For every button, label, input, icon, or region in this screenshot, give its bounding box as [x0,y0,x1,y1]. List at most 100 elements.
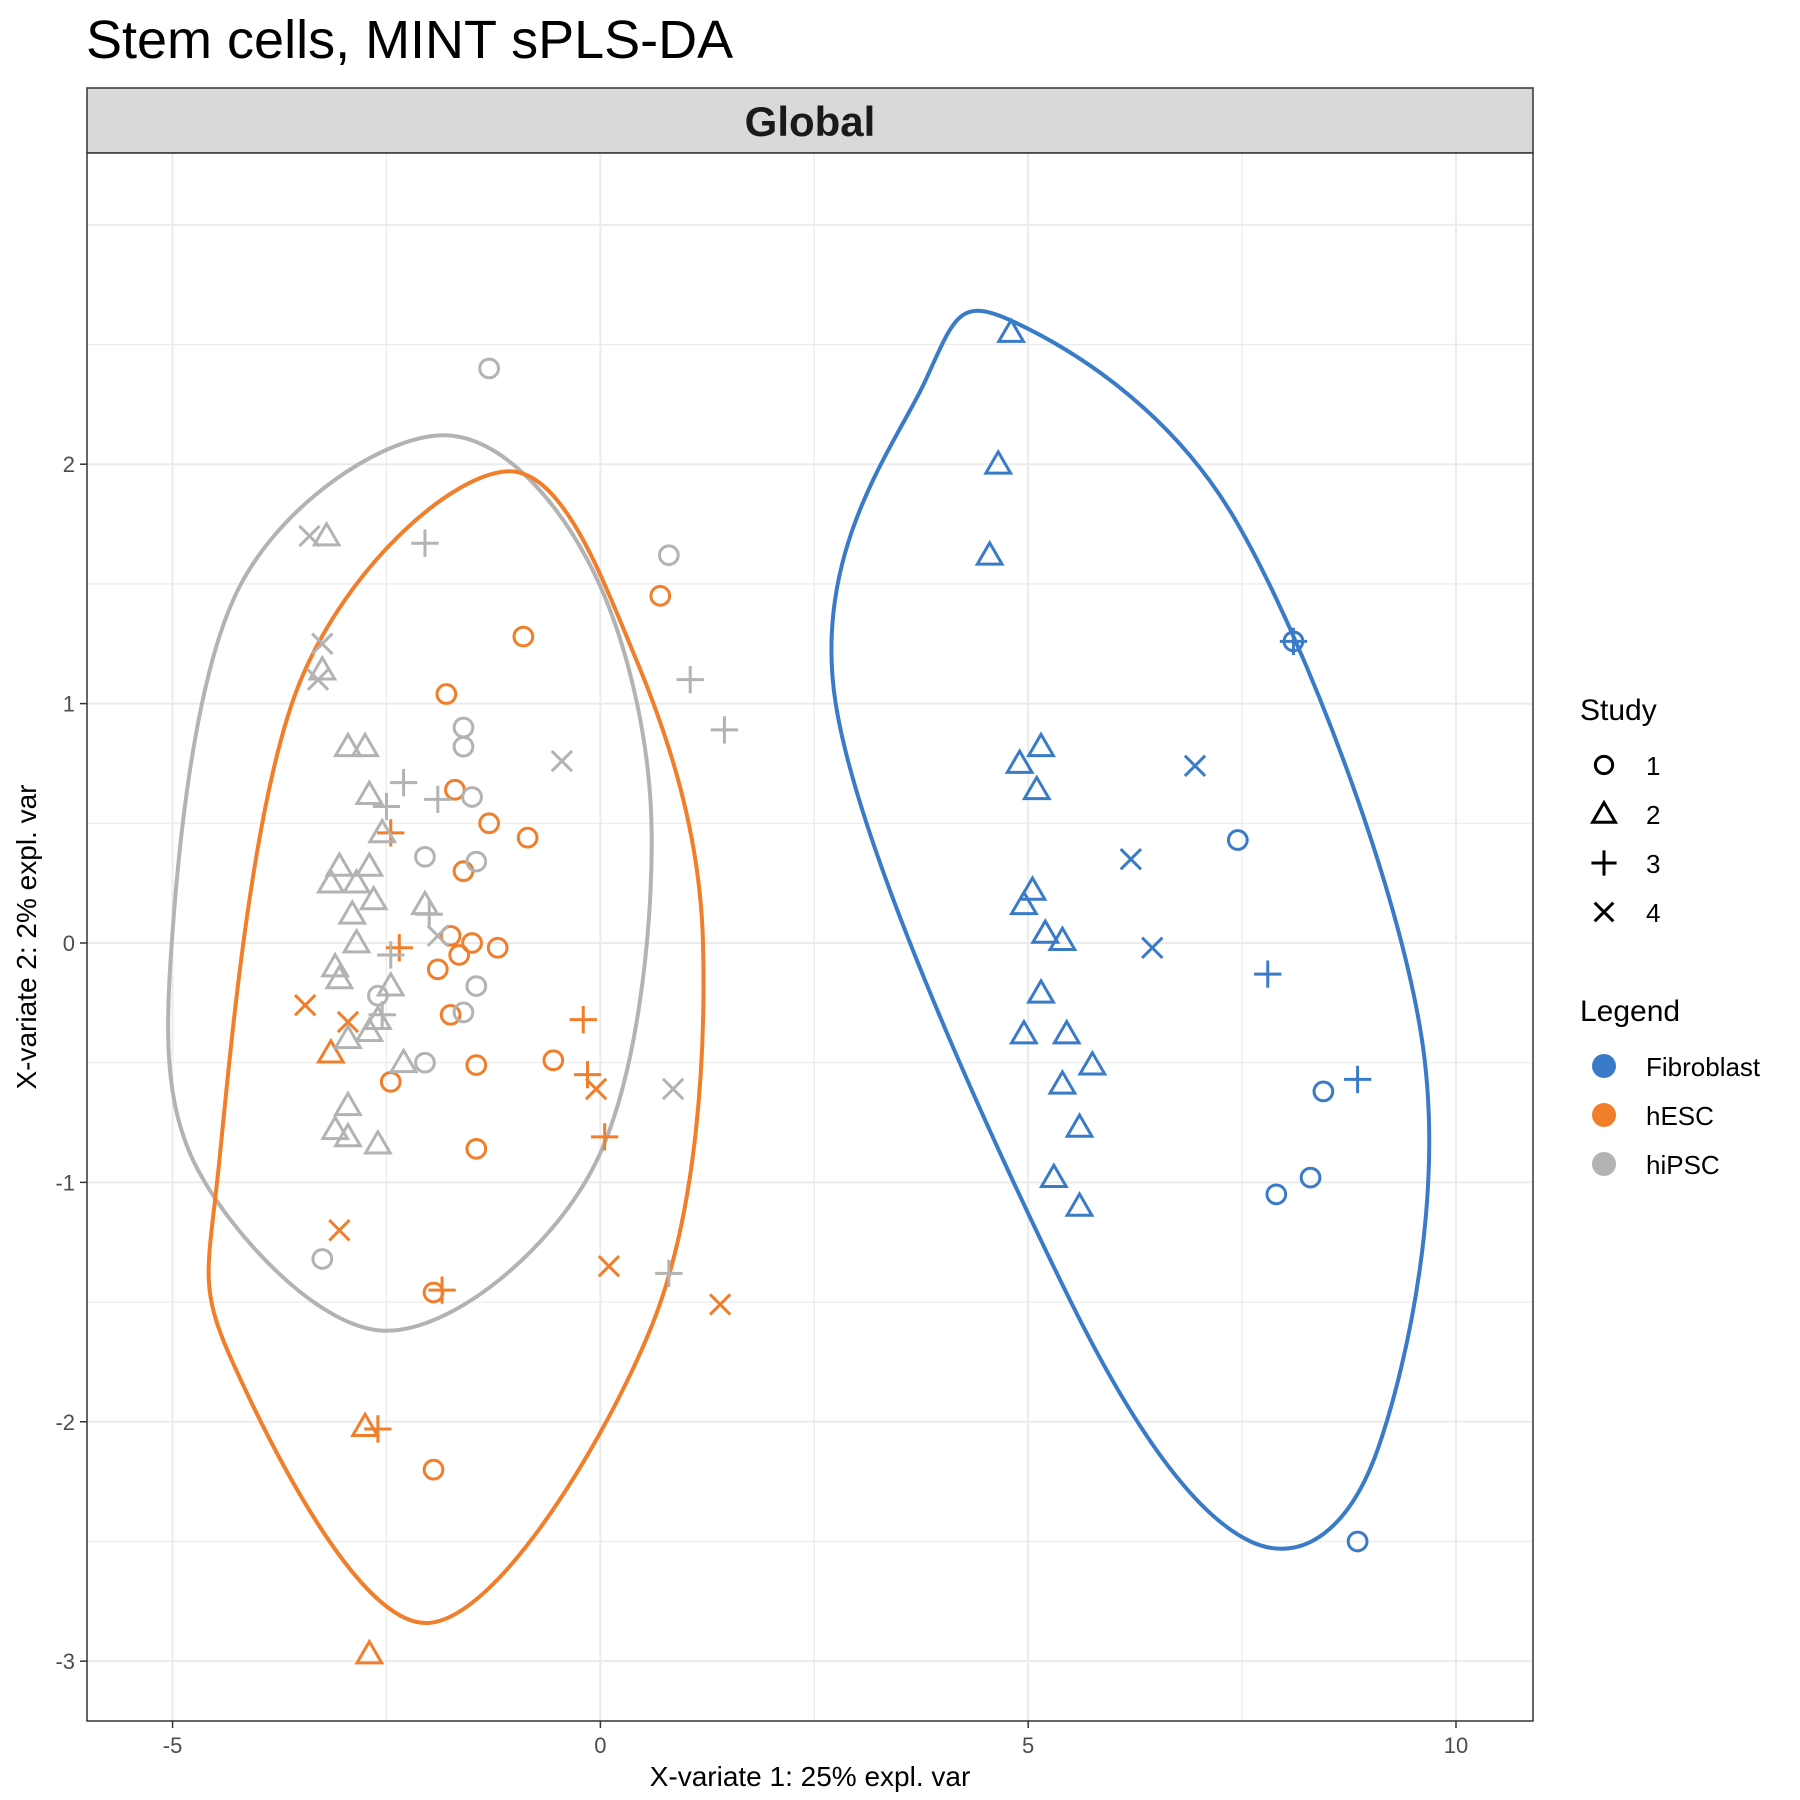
y-tick-label: -3 [55,1649,75,1674]
point-hipsc-study-2 [350,731,381,758]
y-axis-title: X-variate 2: 2% expl. var [11,784,42,1089]
point-hipsc-study-3 [710,716,739,744]
point-hesc-study-3 [428,1276,456,1304]
x-tick-label: 0 [594,1733,606,1758]
point-hipsc-study-1 [452,1001,475,1024]
y-tick-label: 1 [63,692,75,717]
group-legend-label: Fibroblast [1646,1052,1761,1082]
point-fibroblast-study-2 [1030,918,1061,944]
point-hesc-study-1 [512,625,535,648]
point-hipsc-study-2 [333,1121,363,1148]
point-hipsc-study-4 [311,632,334,655]
legend-shape-cross [1593,901,1615,923]
group-legend-label: hiPSC [1646,1150,1720,1180]
legend-swatch-fibroblast [1592,1054,1616,1078]
point-hesc-study-4 [293,994,317,1017]
point-fibroblast-study-1 [1226,829,1249,851]
point-hipsc-study-2 [324,963,355,990]
point-fibroblast-study-2 [1064,1111,1095,1138]
point-hipsc-study-2 [375,970,406,997]
point-hipsc-study-2 [358,884,389,911]
legend-shape-circle [1593,754,1615,776]
facet-label: Global [745,98,876,145]
point-hesc-study-4 [328,1219,351,1242]
point-fibroblast-study-2 [983,448,1014,475]
confidence-ellipses [166,308,1432,1625]
point-hipsc-study-3 [368,1001,396,1029]
point-hesc-study-4 [584,1077,608,1101]
point-hipsc-study-2 [311,520,342,547]
point-hipsc-study-4 [426,924,450,948]
point-hipsc-study-2 [354,1016,385,1042]
point-hipsc-study-2 [367,817,398,844]
point-fibroblast-study-4 [1141,936,1164,959]
point-fibroblast-study-2 [1051,1018,1082,1045]
point-hipsc-study-2 [388,1047,419,1074]
point-hipsc-study-2 [324,851,355,877]
x-tick-label: 10 [1444,1733,1468,1758]
point-hesc-study-1 [542,1049,565,1072]
x-tick-label: 5 [1022,1733,1034,1758]
point-hipsc-study-3 [377,941,405,969]
legend-shape-plus [1591,850,1617,876]
point-hesc-study-2 [315,1037,346,1064]
study-legend-title: Study [1580,694,1657,727]
point-hesc-study-4 [597,1254,621,1278]
facet-strip [86,87,1534,154]
point-hipsc-study-3 [389,768,418,797]
point-fibroblast-study-2 [1064,1190,1095,1217]
point-hesc-study-2 [350,1411,381,1437]
point-hipsc-study-2 [315,867,346,894]
y-tick-label: 0 [63,931,75,956]
point-fibroblast-study-2 [974,539,1005,566]
point-hipsc-study-2 [362,1004,393,1030]
ellipse-fibroblast [829,308,1432,1551]
point-hipsc-study-1 [414,845,436,868]
point-fibroblast-study-2 [1017,874,1048,901]
point-hesc-study-2 [354,1638,385,1665]
point-hesc-study-1 [439,924,462,947]
point-hipsc-study-4 [298,524,321,548]
point-hipsc-study-2 [337,898,368,925]
point-fibroblast-study-2 [1008,889,1039,916]
point-fibroblast-study-1 [1346,1530,1369,1553]
study-legend: Study 1 2 3 4 [1580,694,1660,928]
y-axis-ticks: -3 -2 -1 0 1 2 [55,452,87,1674]
point-hipsc-study-2 [341,867,372,894]
point-hesc-study-1 [465,1054,488,1076]
study-legend-label: 4 [1646,898,1660,928]
point-hesc-study-1 [426,958,449,981]
study-legend-label: 1 [1646,751,1660,781]
point-hipsc-study-1 [465,850,488,873]
point-hesc-study-4 [708,1293,732,1316]
point-fibroblast-study-3 [1279,627,1308,656]
point-hipsc-study-4 [306,668,330,691]
point-hipsc-study-1 [657,544,680,567]
point-hesc-study-1 [478,812,501,835]
study-legend-label: 3 [1646,849,1660,879]
point-hipsc-study-4 [550,749,574,773]
x-axis-ticks: -5 0 5 10 [163,1721,1468,1758]
point-hipsc-study-2 [307,654,338,681]
point-hesc-study-1 [422,1458,445,1481]
point-hesc-study-1 [435,683,458,705]
point-fibroblast-study-2 [1004,748,1035,774]
point-hipsc-study-2 [320,1114,351,1141]
point-fibroblast-study-1 [1265,1183,1288,1206]
point-fibroblast-study-3 [1254,960,1282,988]
legend-swatch-hipsc [1592,1152,1616,1176]
point-hipsc-study-2 [333,731,363,758]
point-fibroblast-study-2 [1021,774,1052,801]
plot-panel [87,153,1533,1721]
point-fibroblast-study-2 [1077,1049,1108,1076]
point-fibroblast-study-1 [1312,1080,1335,1103]
point-hipsc-study-1 [465,975,488,997]
group-legend: Legend Fibroblast hESC hiPSC [1580,995,1761,1180]
point-hesc-study-1 [465,1137,488,1160]
point-hipsc-study-3 [415,900,443,928]
point-hipsc-study-3 [655,1259,683,1287]
point-hipsc-study-1 [311,1248,334,1270]
point-hesc-study-1 [486,936,509,959]
point-fibroblast-study-2 [1026,731,1056,758]
